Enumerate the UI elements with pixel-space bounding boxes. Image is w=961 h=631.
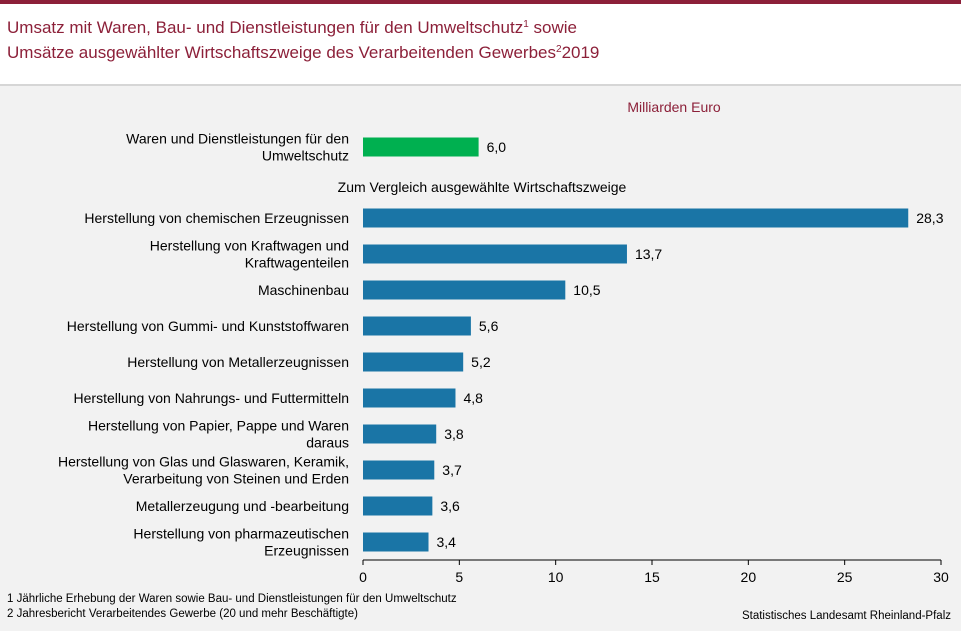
bar-5	[363, 352, 464, 372]
title-line-2-tail: 2019	[561, 43, 600, 62]
title-line-1: Umsatz mit Waren, Bau- und Dienstleistun…	[7, 14, 947, 39]
x-tick-label-0: 0	[359, 569, 367, 585]
data-label-7: 3,8	[444, 426, 464, 442]
category-label-1-line-1: Herstellung von chemischen Erzeugnissen	[84, 210, 349, 226]
bar-4	[363, 316, 471, 336]
data-label-highlight: 6,0	[487, 139, 507, 155]
data-label-4: 5,6	[479, 318, 499, 334]
bar-highlight	[363, 137, 479, 157]
footnote-2: 2 Jahresbericht Verarbeitendes Gewerbe (…	[7, 608, 358, 620]
data-label-8: 3,7	[442, 462, 462, 478]
category-label-2-line-2: Kraftwagenteilen	[245, 255, 349, 271]
data-label-9: 3,6	[440, 498, 460, 514]
category-label-highlight-line-1: Waren und Dienstleistungen für den	[126, 131, 349, 147]
category-label-4-line-1: Herstellung von Gummi- und Kunststoffwar…	[67, 318, 349, 334]
data-label-2: 13,7	[635, 246, 662, 262]
bar-10	[363, 532, 429, 552]
data-label-5: 5,2	[471, 354, 491, 370]
bar-8	[363, 460, 435, 480]
bar-2	[363, 244, 627, 264]
category-label-highlight-line-2: Umweltschutz	[262, 148, 349, 164]
title-line-2-text: Umsätze ausgewählter Wirtschaftszweige d…	[7, 43, 556, 62]
bar-1	[363, 208, 909, 228]
category-label-3-line-1: Maschinenbau	[258, 282, 349, 298]
category-label-9-line-1: Metallerzeugung und -bearbeitung	[136, 498, 349, 514]
title-footnote-mark-2: 2	[556, 44, 562, 55]
x-tick-label-6: 30	[933, 569, 949, 585]
data-label-10: 3,4	[437, 534, 457, 550]
x-tick-label-2: 10	[548, 569, 564, 585]
x-axis: 0 5 10 15 20 25 30	[359, 559, 949, 585]
bar-7	[363, 424, 437, 444]
chart-title: Umsatz mit Waren, Bau- und Dienstleistun…	[7, 14, 947, 64]
category-label-5-line-1: Herstellung von Metallerzeugnissen	[127, 354, 349, 370]
title-line-1-text: Umsatz mit Waren, Bau- und Dienstleistun…	[7, 18, 524, 37]
data-label-6: 4,8	[463, 390, 483, 406]
chart-panel-border	[0, 84, 961, 86]
title-line-1-tail: sowie	[528, 18, 577, 37]
title-footnote-mark-1: 1	[523, 19, 529, 30]
unit-label: Milliarden Euro	[627, 99, 721, 115]
bar-3	[363, 280, 566, 300]
bars-group: 6,0 Waren und Dienstleistungen für denUmw…	[58, 131, 944, 559]
source-label: Statistisches Landesamt Rheinland-Pfalz	[741, 610, 951, 622]
footnote-1: 1 Jährliche Erhebung der Waren sowie Bau…	[7, 593, 457, 605]
data-label-1: 28,3	[916, 210, 943, 226]
section-label: Zum Vergleich ausgewählte Wirtschaftszwe…	[338, 179, 627, 195]
category-label-8-line-1: Herstellung von Glas und Glaswaren, Kera…	[58, 454, 349, 470]
x-tick-label-4: 20	[741, 569, 757, 585]
bar-9	[363, 496, 433, 516]
category-label-2-line-1: Herstellung von Kraftwagen und	[150, 238, 349, 254]
category-label-7-line-2: daraus	[306, 435, 349, 451]
bar-6	[363, 388, 456, 408]
data-label-3: 10,5	[573, 282, 600, 298]
chart-panel	[0, 84, 961, 631]
x-tick-label-5: 25	[837, 569, 853, 585]
title-line-2: Umsätze ausgewählter Wirtschaftszweige d…	[7, 39, 947, 64]
x-tick-label-3: 15	[644, 569, 660, 585]
category-label-10-line-1: Herstellung von pharmazeutischen	[133, 526, 349, 542]
category-label-6-line-1: Herstellung von Nahrungs- und Futtermitt…	[74, 390, 349, 406]
category-label-10-line-2: Erzeugnissen	[264, 543, 349, 559]
x-tick-label-1: 5	[455, 569, 463, 585]
category-label-7-line-1: Herstellung von Papier, Pappe und Waren	[88, 418, 349, 434]
top-accent-bar	[0, 0, 961, 4]
category-label-8-line-2: Verarbeitung von Steinen und Erden	[123, 471, 349, 487]
